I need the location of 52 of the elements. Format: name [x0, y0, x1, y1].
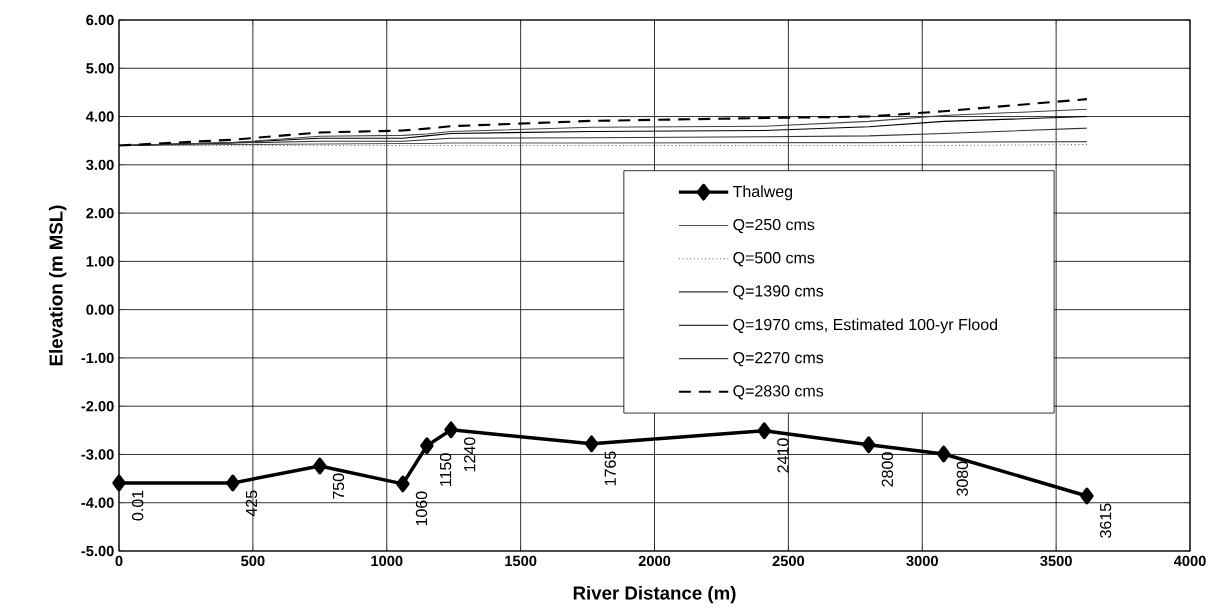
point [313, 457, 327, 475]
y-tick-label: -4.00 [81, 497, 114, 508]
x-tick-label: 3500 [1040, 555, 1072, 567]
y-tick-label: -5.00 [81, 545, 114, 557]
point [444, 421, 458, 439]
annotation: 3615 [1099, 503, 1112, 538]
legend-label: Thalweg [732, 185, 793, 201]
annotation: 1150 [439, 453, 452, 486]
legend-label: Q=2270 cms [733, 352, 824, 367]
annotation: 0.01 [132, 490, 144, 521]
y-tick-label: -2.00 [81, 401, 114, 412]
annotation: 2800 [881, 452, 894, 487]
y-axis-title: Elevation (m MSL) [48, 205, 67, 366]
annotation: 425 [245, 490, 258, 517]
point [226, 474, 240, 492]
point [112, 474, 126, 492]
y-tick-label: 3.00 [86, 159, 114, 171]
annotation: 1240 [464, 437, 476, 472]
x-tick-label: 1500 [505, 555, 537, 567]
point [396, 475, 410, 493]
x-tick-label: 1000 [371, 555, 403, 567]
y-tick-label: 0.00 [86, 304, 114, 315]
annotation: 3080 [956, 461, 968, 496]
annotation: 2410 [777, 438, 789, 473]
point [420, 437, 434, 455]
point [936, 445, 951, 463]
x-tick-label: 2000 [638, 555, 671, 567]
annotation: 1060 [415, 491, 428, 526]
x-tick-label: 0 [115, 555, 123, 567]
legend-label: Q=250 cms [733, 218, 815, 234]
point [757, 422, 772, 440]
x-tick-label: 4000 [1173, 555, 1206, 567]
y-tick-label: 1.00 [86, 256, 114, 267]
point [1080, 487, 1094, 505]
y-tick-label: 5.00 [86, 63, 114, 74]
legend-label: Q=500 cms [733, 252, 815, 267]
x-tick-label: 3000 [906, 555, 938, 567]
legend-label: Q=2830 cms [733, 385, 824, 400]
y-tick-label: -3.00 [81, 449, 114, 460]
x-tick-label: 2500 [772, 555, 805, 567]
legend-label: Q=1390 cms [733, 285, 824, 300]
y-tick-label: -1.00 [81, 352, 114, 364]
point [584, 435, 599, 453]
annotation: 750 [332, 473, 345, 499]
annotation: 1765 [604, 451, 616, 486]
point [861, 436, 876, 454]
y-tick-label: 6.00 [86, 14, 114, 26]
y-tick-label: 4.00 [85, 111, 114, 122]
legend-label: Q=1970 cms, Estimated 100-yr Flood [733, 318, 998, 334]
y-tick-label: 2.00 [86, 207, 114, 219]
x-axis-title: River Distance (m) [573, 585, 736, 604]
x-tick-label: 500 [241, 555, 265, 567]
